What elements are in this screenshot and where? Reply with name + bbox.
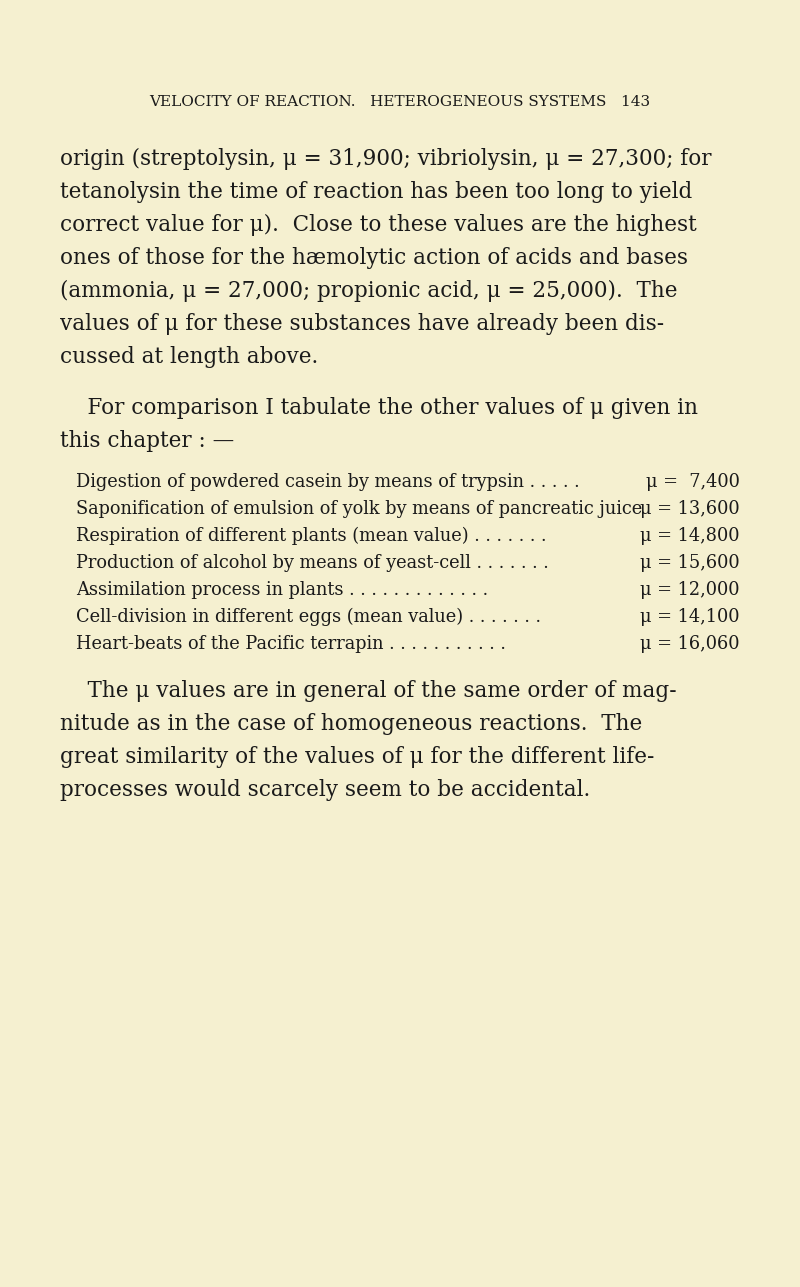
- Text: μ =  7,400: μ = 7,400: [646, 474, 740, 492]
- Text: μ = 14,100: μ = 14,100: [641, 607, 740, 625]
- Text: origin (streptolysin, μ = 31,900; vibriolysin, μ = 27,300; for: origin (streptolysin, μ = 31,900; vibrio…: [60, 148, 711, 170]
- Text: Cell-division in different eggs (mean value) . . . . . . .: Cell-division in different eggs (mean va…: [76, 607, 541, 627]
- Text: μ = 15,600: μ = 15,600: [640, 553, 740, 571]
- Text: Saponification of emulsion of yolk by means of pancreatic juice: Saponification of emulsion of yolk by me…: [76, 501, 642, 517]
- Text: μ = 16,060: μ = 16,060: [641, 634, 740, 653]
- Text: (ammonia, μ = 27,000; propionic acid, μ = 25,000).  The: (ammonia, μ = 27,000; propionic acid, μ …: [60, 281, 678, 302]
- Text: great similarity of the values of μ for the different life-: great similarity of the values of μ for …: [60, 746, 654, 768]
- Text: μ = 14,800: μ = 14,800: [641, 526, 740, 544]
- Text: ones of those for the hæmolytic action of acids and bases: ones of those for the hæmolytic action o…: [60, 247, 688, 269]
- Text: Digestion of powdered casein by means of trypsin . . . . .: Digestion of powdered casein by means of…: [76, 474, 580, 492]
- Text: Production of alcohol by means of yeast-cell . . . . . . .: Production of alcohol by means of yeast-…: [76, 553, 549, 571]
- Text: μ = 12,000: μ = 12,000: [641, 580, 740, 598]
- Text: cussed at length above.: cussed at length above.: [60, 346, 318, 368]
- Text: this chapter : —: this chapter : —: [60, 430, 234, 452]
- Text: μ = 13,600: μ = 13,600: [640, 501, 740, 517]
- Text: For comparison I tabulate the other values of μ given in: For comparison I tabulate the other valu…: [60, 396, 698, 420]
- Text: nitude as in the case of homogeneous reactions.  The: nitude as in the case of homogeneous rea…: [60, 713, 642, 735]
- Text: processes would scarcely seem to be accidental.: processes would scarcely seem to be acci…: [60, 779, 590, 801]
- Text: tetanolysin the time of reaction has been too long to yield: tetanolysin the time of reaction has bee…: [60, 181, 692, 203]
- Text: correct value for μ).  Close to these values are the highest: correct value for μ). Close to these val…: [60, 214, 697, 236]
- Text: VELOCITY OF REACTION.   HETEROGENEOUS SYSTEMS   143: VELOCITY OF REACTION. HETEROGENEOUS SYST…: [150, 95, 650, 109]
- Text: Assimilation process in plants . . . . . . . . . . . . .: Assimilation process in plants . . . . .…: [76, 580, 488, 598]
- Text: values of μ for these substances have already been dis-: values of μ for these substances have al…: [60, 313, 664, 335]
- Text: The μ values are in general of the same order of mag-: The μ values are in general of the same …: [60, 680, 677, 701]
- Text: Heart-beats of the Pacific terrapin . . . . . . . . . . .: Heart-beats of the Pacific terrapin . . …: [76, 634, 506, 653]
- Text: Respiration of different plants (mean value) . . . . . . .: Respiration of different plants (mean va…: [76, 526, 546, 546]
